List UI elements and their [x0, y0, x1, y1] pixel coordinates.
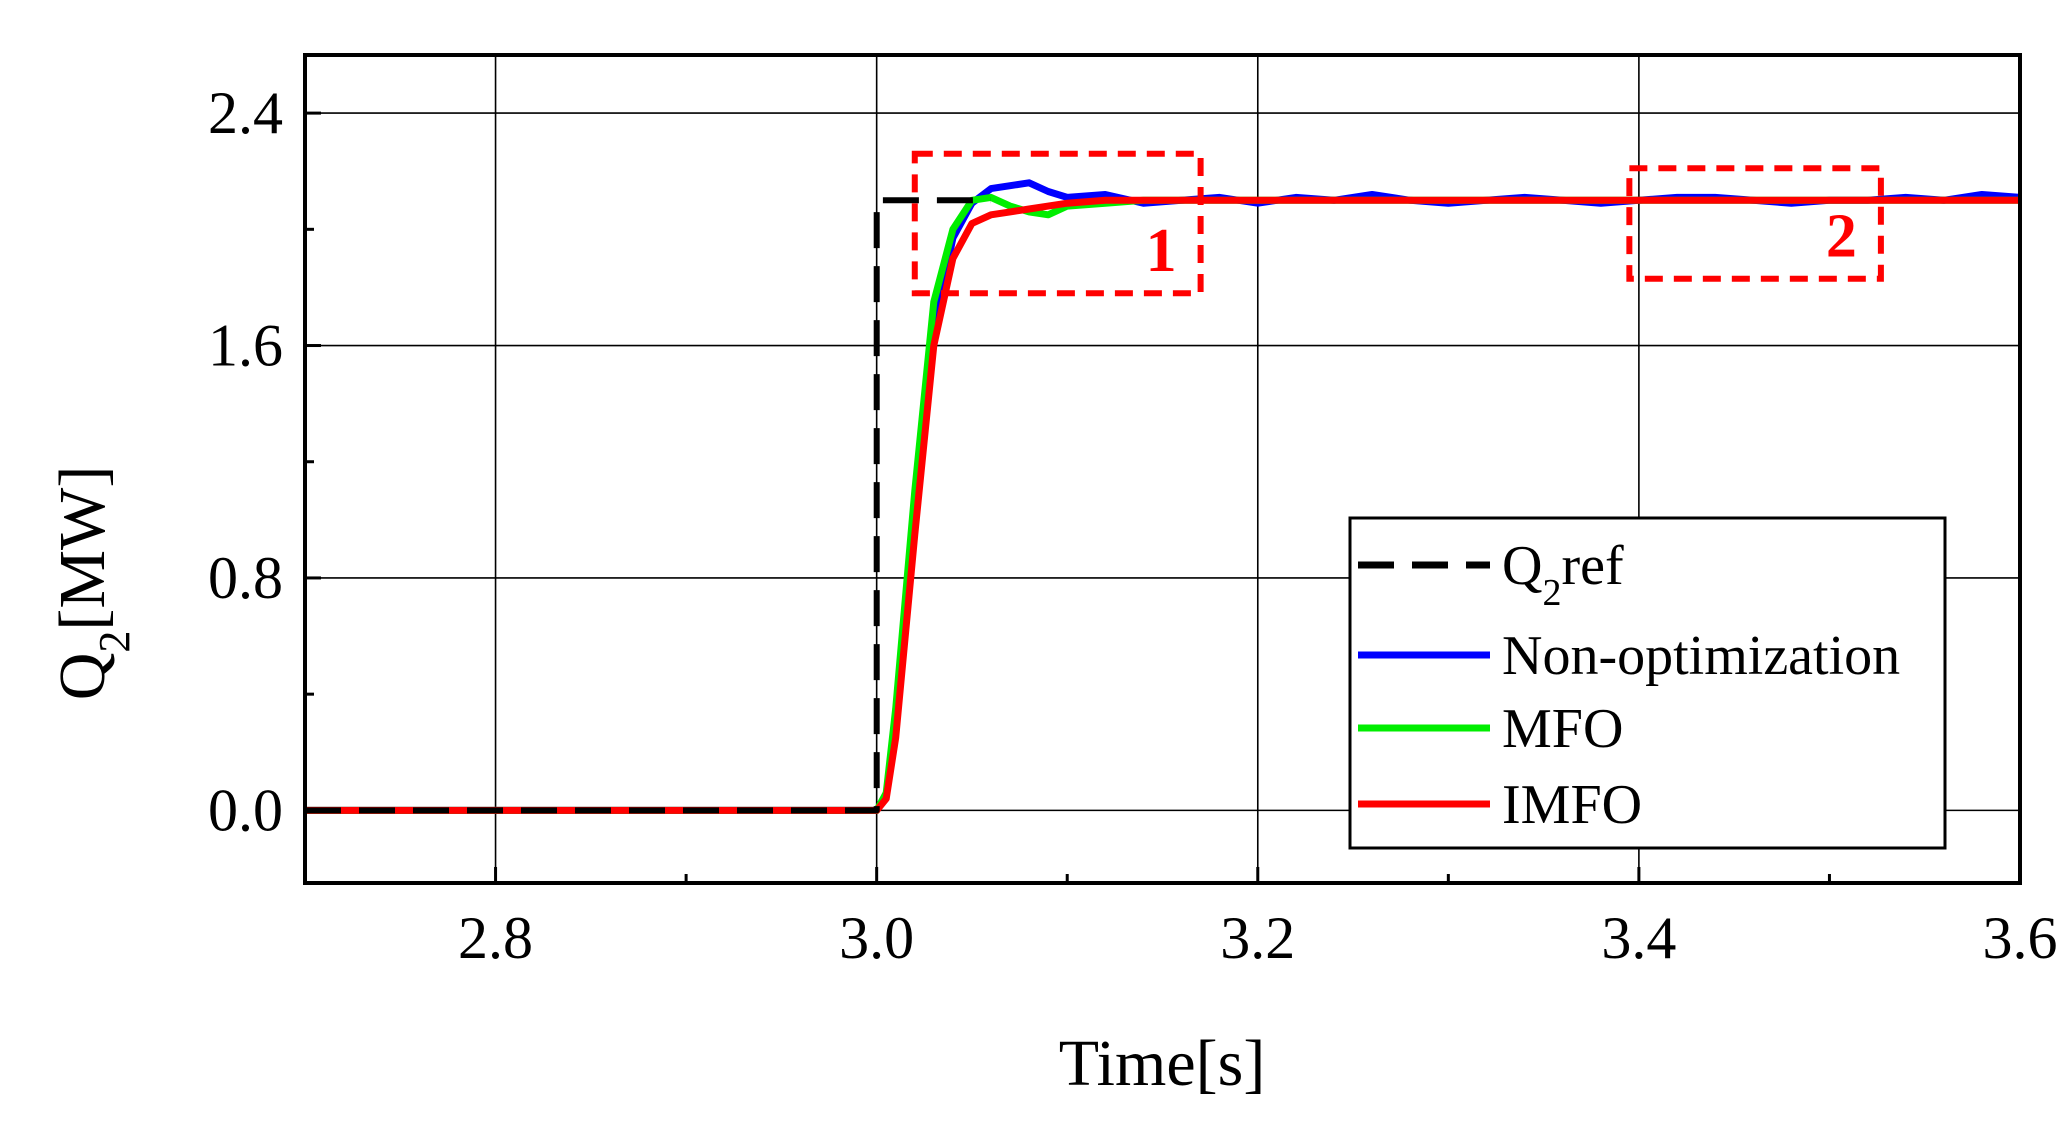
y-tick-label: 2.4 — [208, 80, 283, 146]
x-tick-label: 2.8 — [458, 905, 533, 971]
x-tick-label: 3.2 — [1220, 905, 1295, 971]
zoom-box-label-1: 1 — [1146, 217, 1177, 285]
zoom-box-2 — [1626, 165, 1884, 282]
y-axis-title-unit: [MW] — [46, 466, 119, 631]
x-tick-label: 3.0 — [839, 905, 914, 971]
axes: 2.8 3.0 3.2 3.4 3.6 0.0 0.8 1.6 2.4 — [208, 53, 2058, 971]
zoom-box-1 — [911, 150, 1204, 297]
svg-text:Q2[MW]: Q2[MW] — [46, 466, 139, 701]
y-tick-label: 0.8 — [208, 545, 283, 611]
legend-box — [1348, 516, 1947, 850]
legend: Q2ref Non-optimization MFO IMFO — [1348, 516, 1947, 850]
x-tick-label: 3.6 — [1983, 905, 2058, 971]
legend-label: MFO — [1502, 698, 1623, 760]
legend-label: Q2ref — [1502, 535, 1624, 614]
x-axis-title: Time[s] — [1059, 1027, 1266, 1100]
y-axis-title-sub: 2 — [90, 631, 139, 653]
x-tick-label: 3.4 — [1601, 905, 1676, 971]
zoom-box-label-2: 2 — [1826, 203, 1857, 271]
series-line-q2ref — [305, 197, 991, 814]
y-tick-label: 0.0 — [208, 777, 283, 843]
series-group — [305, 179, 2021, 814]
y-tick-label: 1.6 — [208, 313, 283, 379]
legend-label: Non-optimization — [1502, 625, 1900, 687]
y-axis-title: Q2[MW] — [46, 466, 139, 701]
legend-label: IMFO — [1502, 774, 1642, 836]
y-axis-title-base: Q — [46, 653, 119, 701]
plot-frame — [303, 53, 2022, 885]
series-line-imfo — [305, 196, 2020, 814]
